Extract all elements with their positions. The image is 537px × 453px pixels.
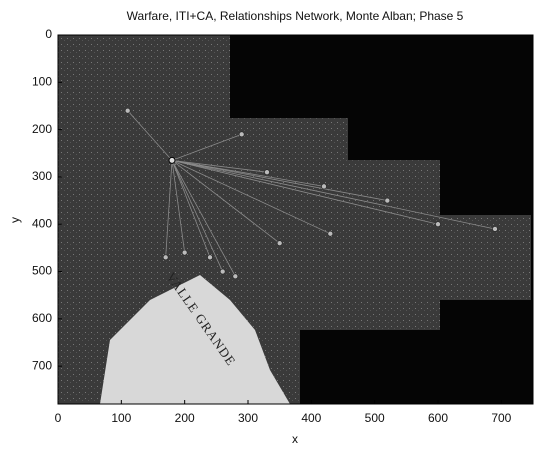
y-axis-label: y (8, 217, 22, 223)
node (327, 230, 334, 237)
edge (165, 160, 173, 258)
x-tick-label: 600 (428, 411, 448, 425)
node (276, 240, 283, 246)
y-tick-label: 0 (45, 27, 52, 41)
y-tick-label: 100 (32, 74, 52, 88)
node (181, 249, 188, 256)
y-tick-label: 300 (32, 169, 52, 183)
edge (171, 160, 224, 272)
chart-title: Warfare, ITI+CA, Relationships Network, … (127, 9, 464, 23)
x-axis-label: x (292, 432, 298, 446)
x-tick-label: 400 (301, 411, 321, 425)
node (238, 131, 245, 138)
node (219, 268, 226, 275)
y-tick-label: 700 (32, 358, 52, 372)
y-tick-label: 600 (32, 311, 52, 325)
node (384, 197, 391, 204)
edge (171, 160, 236, 277)
edge (127, 110, 173, 161)
hub (168, 156, 176, 164)
y-tick-label: 200 (32, 122, 52, 136)
node (492, 226, 498, 232)
valley (100, 275, 290, 404)
x-tick-label: 500 (365, 411, 385, 425)
edge (171, 159, 388, 201)
edge (171, 133, 242, 161)
edge (171, 160, 211, 258)
y-tick-label: 500 (32, 264, 52, 278)
node (232, 273, 239, 280)
edge (171, 159, 439, 225)
x-tick-label: 100 (111, 411, 131, 425)
edge (171, 160, 186, 253)
node (264, 169, 270, 175)
node (207, 254, 213, 261)
edge (171, 159, 496, 230)
y-tick-label: 400 (32, 216, 52, 230)
node (162, 254, 169, 261)
edge (171, 160, 280, 244)
node (124, 107, 131, 114)
x-tick-label: 200 (175, 411, 195, 425)
x-tick-label: 0 (55, 411, 62, 425)
x-tick-label: 300 (238, 411, 258, 425)
edge (171, 159, 268, 173)
plot-frame (57, 34, 534, 405)
x-tick-label: 700 (491, 411, 511, 425)
node (321, 183, 327, 190)
node (435, 221, 441, 228)
edge (171, 160, 331, 235)
